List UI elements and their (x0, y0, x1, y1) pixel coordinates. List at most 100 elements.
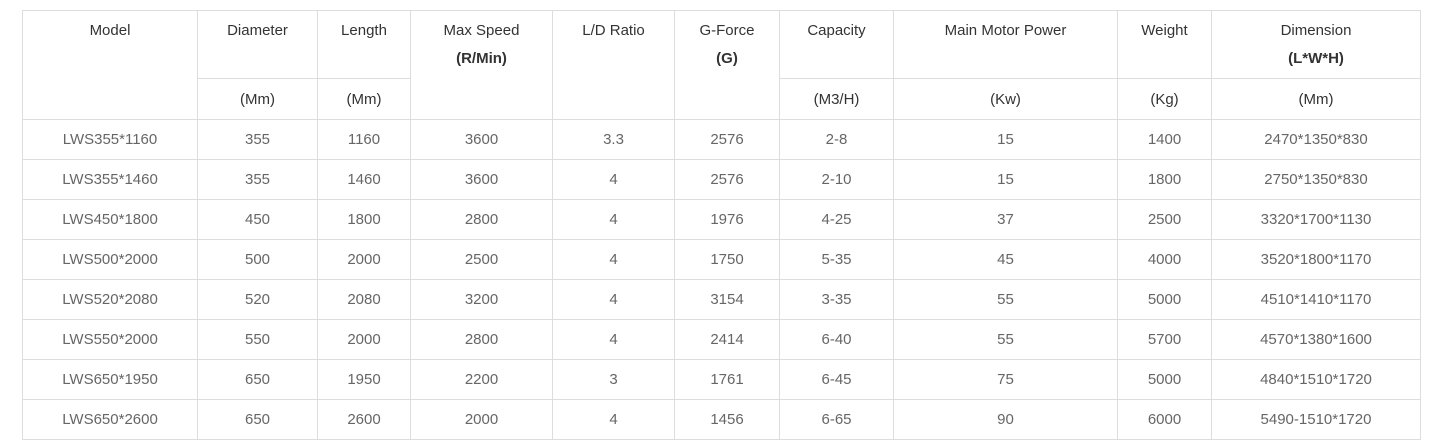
table-cell: 6-40 (779, 319, 894, 360)
header-row: Model Diameter Length Max Speed (R/Min) L/D R… (22, 10, 1421, 120)
column-title: Dimension (1280, 22, 1352, 39)
table-cell: 5000 (1117, 279, 1212, 320)
table-cell: LWS355*1160 (22, 119, 198, 160)
table-cell: 550 (197, 319, 318, 360)
table-cell: 4-25 (779, 199, 894, 240)
column-subtitle: (G) (716, 50, 738, 67)
column-header: Length (317, 10, 411, 79)
table-cell: 2000 (317, 319, 411, 360)
column-title: Max Speed (443, 22, 520, 39)
table-cell: 2080 (317, 279, 411, 320)
column-header: Dimension (L*W*H) (1211, 10, 1421, 79)
table-cell: 1460 (317, 159, 411, 200)
table-cell: 4570*1380*1600 (1211, 319, 1421, 360)
column-header: G-Force (G) (674, 10, 780, 120)
table-cell: 55 (893, 319, 1118, 360)
table-cell: 1800 (1117, 159, 1212, 200)
table-cell: 3-35 (779, 279, 894, 320)
table-cell: 650 (197, 399, 318, 440)
table-cell: 2414 (674, 319, 780, 360)
table-cell: 5700 (1117, 319, 1212, 360)
table-cell: LWS650*2600 (22, 399, 198, 440)
table-cell: 75 (893, 359, 1118, 400)
table-cell: 3 (552, 359, 675, 400)
column-title: G-Force (699, 22, 755, 39)
table-cell: LWS650*1950 (22, 359, 198, 400)
table-cell: 650 (197, 359, 318, 400)
table-cell: 1761 (674, 359, 780, 400)
column-header: Model (22, 10, 198, 120)
column-header: L/D Ratio (552, 10, 675, 120)
column-title: Capacity (807, 22, 866, 39)
table-cell: 355 (197, 159, 318, 200)
table-cell: 2-10 (779, 159, 894, 200)
table-cell: LWS355*1460 (22, 159, 198, 200)
column-unit: (Kg) (1117, 78, 1212, 120)
table-cell: 1950 (317, 359, 411, 400)
column-title: Length (341, 22, 387, 39)
table-cell: 4840*1510*1720 (1211, 359, 1421, 400)
table-cell: 2000 (410, 399, 553, 440)
table-cell: 4510*1410*1170 (1211, 279, 1421, 320)
table-cell: 520 (197, 279, 318, 320)
column-title: Model (89, 22, 131, 39)
column-header: Capacity (779, 10, 894, 79)
table-cell: 3320*1700*1130 (1211, 199, 1421, 240)
column-unit: (Kw) (893, 78, 1118, 120)
table-cell: 1456 (674, 399, 780, 440)
table-cell: 1400 (1117, 119, 1212, 160)
table-header: Model Diameter Length Max Speed (R/Min) L/D R… (22, 10, 1421, 120)
column-title: Main Motor Power (944, 22, 1067, 39)
table-cell: 4 (552, 319, 675, 360)
table-cell: 15 (893, 119, 1118, 160)
spec-table: Model Diameter Length Max Speed (R/Min) L/D R… (22, 10, 1421, 440)
table-cell: 450 (197, 199, 318, 240)
table-cell: 2576 (674, 119, 780, 160)
table-cell: 4 (552, 279, 675, 320)
column-title: Weight (1141, 22, 1188, 39)
table-cell: 6000 (1117, 399, 1212, 440)
table-cell: 4 (552, 399, 675, 440)
table-cell: 2470*1350*830 (1211, 119, 1421, 160)
table-cell: 90 (893, 399, 1118, 440)
table-cell: 4000 (1117, 239, 1212, 280)
table-cell: 1800 (317, 199, 411, 240)
table-cell: 500 (197, 239, 318, 280)
table-cell: 3600 (410, 159, 553, 200)
table-cell: 3.3 (552, 119, 675, 160)
table-body: LWS355*1160 355 1160 3600 3.3 2576 2-8 15 1400 24… (22, 119, 1421, 440)
table-cell: 5490-1510*1720 (1211, 399, 1421, 440)
table-cell: LWS550*2000 (22, 319, 198, 360)
table-cell: 2500 (1117, 199, 1212, 240)
table-row: LWS500*2000 500 2000 2500 4 1750 5-35 45 4000 352… (22, 239, 1421, 280)
table-cell: 15 (893, 159, 1118, 200)
column-title: L/D Ratio (582, 22, 645, 39)
table-cell: 1976 (674, 199, 780, 240)
table-cell: 1160 (317, 119, 411, 160)
table-cell: 5000 (1117, 359, 1212, 400)
table-row: LWS355*1460 355 1460 3600 4 2576 2-10 15 1800 275… (22, 159, 1421, 200)
table-row: LWS355*1160 355 1160 3600 3.3 2576 2-8 15 1400 24… (22, 119, 1421, 160)
column-unit: (Mm) (1211, 78, 1421, 120)
table-cell: 2000 (317, 239, 411, 280)
table-cell: 55 (893, 279, 1118, 320)
table-cell: 355 (197, 119, 318, 160)
table-cell: 3200 (410, 279, 553, 320)
column-header: Diameter (197, 10, 318, 79)
column-title: Diameter (227, 22, 288, 39)
table-cell: 4 (552, 199, 675, 240)
table-row: LWS520*2080 520 2080 3200 4 3154 3-35 55 5000 451… (22, 279, 1421, 320)
table-cell: 2-8 (779, 119, 894, 160)
table-cell: 2750*1350*830 (1211, 159, 1421, 200)
table-cell: 3600 (410, 119, 553, 160)
table-cell: 3520*1800*1170 (1211, 239, 1421, 280)
table-row: LWS650*2600 650 2600 2000 4 1456 6-65 90 6000 549… (22, 399, 1421, 440)
column-header: Weight (1117, 10, 1212, 79)
table-row: LWS550*2000 550 2000 2800 4 2414 6-40 55 5700 457… (22, 319, 1421, 360)
table-row: LWS650*1950 650 1950 2200 3 1761 6-45 75 5000 484… (22, 359, 1421, 400)
table-cell: 45 (893, 239, 1118, 280)
table-cell: 2800 (410, 319, 553, 360)
table-cell: 5-35 (779, 239, 894, 280)
